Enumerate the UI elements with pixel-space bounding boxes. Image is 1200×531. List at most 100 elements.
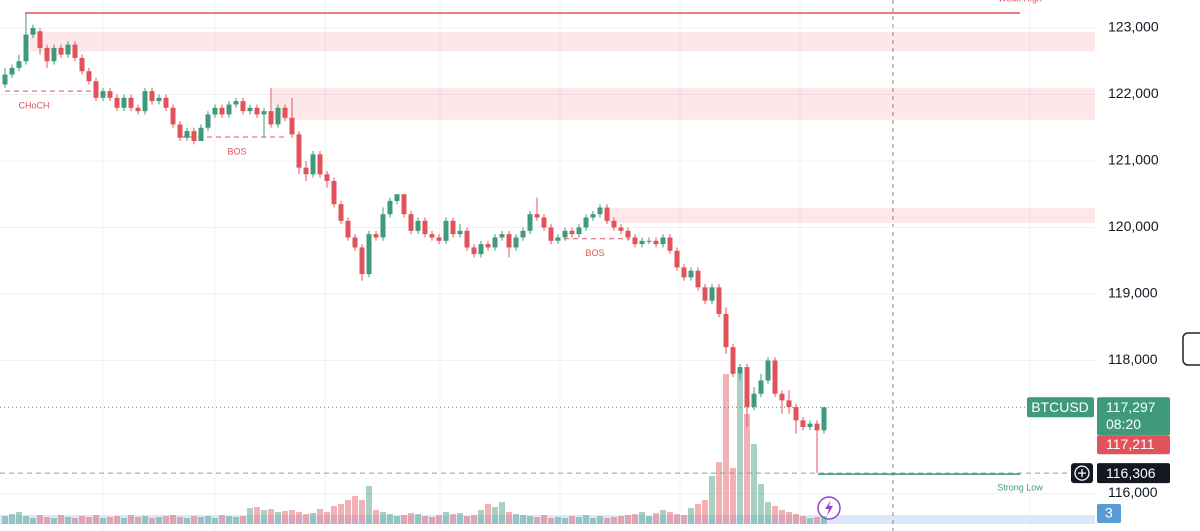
volume-bar xyxy=(156,517,162,524)
volume-bar xyxy=(765,502,771,524)
volume-bar xyxy=(653,513,659,524)
candle-body xyxy=(702,287,708,301)
candle-body xyxy=(457,230,463,235)
candle-body xyxy=(23,34,29,62)
candle-body xyxy=(548,227,554,241)
volume-bar xyxy=(233,517,239,524)
badge-tag xyxy=(1097,504,1121,523)
candle-body xyxy=(408,214,414,231)
volume-bar xyxy=(660,510,666,524)
candle-body xyxy=(674,250,680,268)
candle-body xyxy=(632,237,638,245)
volume-bar xyxy=(618,516,624,524)
volume-bar xyxy=(646,516,652,524)
volume-bar xyxy=(303,514,309,524)
candle-body xyxy=(478,244,484,255)
volume-bar xyxy=(16,512,22,524)
candle-body xyxy=(282,107,288,118)
y-tick-label: 118,000 xyxy=(1108,351,1158,367)
volume-bar xyxy=(674,514,680,524)
volume-bar xyxy=(590,518,596,524)
volume-bar xyxy=(639,512,645,524)
volume-bar xyxy=(401,515,407,524)
structure-label: BOS xyxy=(585,248,604,258)
candle-body xyxy=(198,127,204,142)
candle-body xyxy=(506,234,512,248)
volume-bar xyxy=(198,517,204,524)
volume-bar xyxy=(205,516,211,524)
candle-body xyxy=(338,204,344,221)
candle-body xyxy=(324,174,330,181)
candle-body xyxy=(170,107,176,125)
candle-body xyxy=(394,194,400,201)
candle-body xyxy=(464,230,470,248)
volume-bar xyxy=(289,510,295,524)
candle-body xyxy=(492,237,498,248)
symbol-label: BTCUSD xyxy=(1031,399,1089,415)
candle-body xyxy=(639,240,645,245)
volume-bar xyxy=(93,515,99,524)
volume-bar xyxy=(142,516,148,524)
volume-bar xyxy=(37,515,43,524)
volume-bar xyxy=(107,517,113,524)
candle-body xyxy=(121,97,127,108)
candle-body xyxy=(709,287,715,301)
volume-bar xyxy=(541,515,547,524)
candle-body xyxy=(310,154,316,175)
volume-bar xyxy=(807,518,813,524)
volume-bar xyxy=(576,517,582,524)
candle-body xyxy=(296,134,302,168)
volume-bar xyxy=(800,516,806,524)
candle-body xyxy=(786,400,792,408)
bid-price-tag xyxy=(1097,435,1170,455)
volume-bar xyxy=(464,516,470,524)
volume-bar xyxy=(191,516,197,524)
candle-body xyxy=(58,47,64,55)
candle-body xyxy=(597,207,603,215)
volume-bar xyxy=(387,514,393,524)
candle-body xyxy=(723,313,729,348)
volume-bar xyxy=(268,509,274,524)
candle-body xyxy=(387,200,393,215)
candle-body xyxy=(716,287,722,314)
volume-bar xyxy=(688,508,694,524)
candles xyxy=(2,13,827,474)
candle-body xyxy=(212,107,218,115)
structure-label: CHoCH xyxy=(18,101,49,111)
volume-bar xyxy=(604,518,610,524)
candle-body xyxy=(366,234,372,275)
volume-bar xyxy=(121,518,127,524)
candle-body xyxy=(772,360,778,394)
candle-body xyxy=(730,347,736,374)
volume-bar xyxy=(72,518,78,524)
candle-body xyxy=(499,234,505,238)
candle-body xyxy=(800,420,806,427)
volume-bar xyxy=(520,515,526,524)
candle-body xyxy=(821,407,827,431)
volume-bar xyxy=(338,504,344,524)
candle-body xyxy=(695,270,701,288)
candle-body xyxy=(667,237,673,251)
volume-bar xyxy=(429,517,435,524)
candle-body xyxy=(254,107,260,115)
volume-bar xyxy=(30,518,36,524)
volume-bar xyxy=(331,506,337,524)
candle-body xyxy=(513,237,519,248)
volume-bar xyxy=(555,517,561,524)
volume-bar xyxy=(44,517,50,524)
volume-bar xyxy=(177,517,183,524)
volume-bar xyxy=(149,518,155,524)
volume-bar xyxy=(597,516,603,524)
candle-body xyxy=(429,234,435,238)
side-button[interactable] xyxy=(1182,332,1200,366)
candle-body xyxy=(9,67,15,75)
candle-body xyxy=(275,107,281,125)
candle-body xyxy=(590,214,596,218)
volume-bar xyxy=(212,518,218,524)
candle-body xyxy=(373,234,379,238)
volume-bar xyxy=(170,515,176,524)
volume-bar xyxy=(499,502,505,524)
candle-body xyxy=(401,194,407,215)
